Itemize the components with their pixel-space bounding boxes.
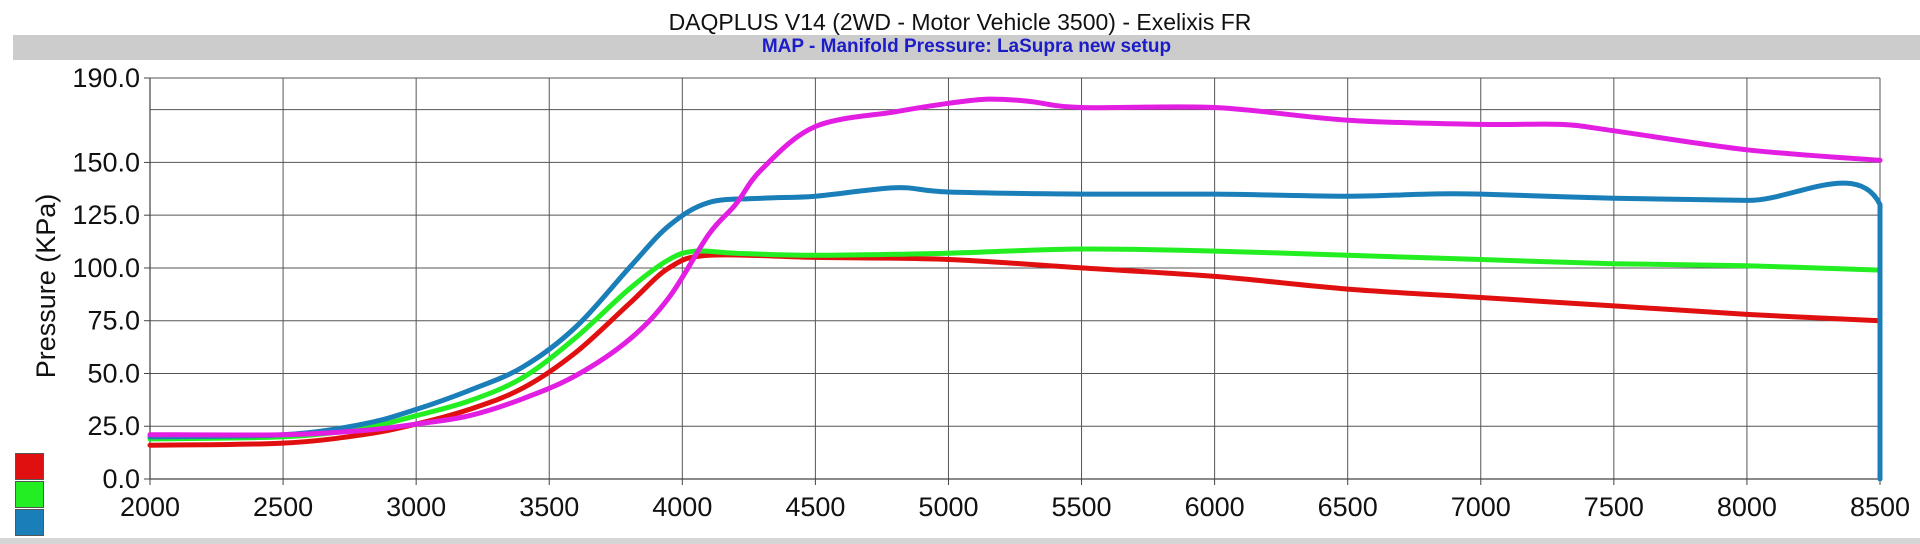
x-tick-label: 7500 [1584,492,1644,522]
y-tick-label: 75.0 [87,306,140,336]
x-tick-label: 4000 [652,492,712,522]
legend-swatch-2 [15,481,44,508]
y-tick-label: 100.0 [72,253,140,283]
x-tick-label: 8000 [1717,492,1777,522]
y-tick-label: 125.0 [72,200,140,230]
series-line-2 [147,246,1883,442]
footer-bar [0,538,1920,544]
x-tick-label: 2000 [120,492,180,522]
x-tick-label: 3000 [386,492,446,522]
series-line-3 [147,180,1883,482]
x-tick-label: 5500 [1051,492,1111,522]
axes [144,77,1881,485]
x-tick-label: 6500 [1318,492,1378,522]
y-axis-label: Pressure (KPa) [31,194,61,379]
x-tick-label: 6000 [1185,492,1245,522]
y-tick-label: 50.0 [87,358,140,388]
y-tick-label: 150.0 [72,147,140,177]
y-tick-label: 25.0 [87,411,140,441]
x-tick-label: 5000 [918,492,978,522]
subtitle-bar: MAP - Manifold Pressure: LaSupra new set… [13,35,1920,60]
x-tick-label: 8500 [1850,492,1910,522]
series-line-4 [147,96,1883,438]
chart-title: DAQPLUS V14 (2WD - Motor Vehicle 3500) -… [668,9,1252,35]
x-tick-label: 3500 [519,492,579,522]
y-tick-label: 190.0 [72,63,140,93]
y-tick-label: 0.0 [102,464,140,494]
x-tick-label: 4500 [785,492,845,522]
series-lines [147,96,1883,482]
tick-labels: 0.0 25.0 50.0 75.0 100.0 125.0 150.0 190.0 2000 2… [72,63,1910,522]
chart-subtitle: MAP - Manifold Pressure: LaSupra new set… [761,36,1172,57]
legend-swatch-3 [15,509,44,536]
legend-swatch-1 [15,453,44,480]
x-tick-label: 7000 [1451,492,1511,522]
x-tick-label: 2500 [253,492,313,522]
